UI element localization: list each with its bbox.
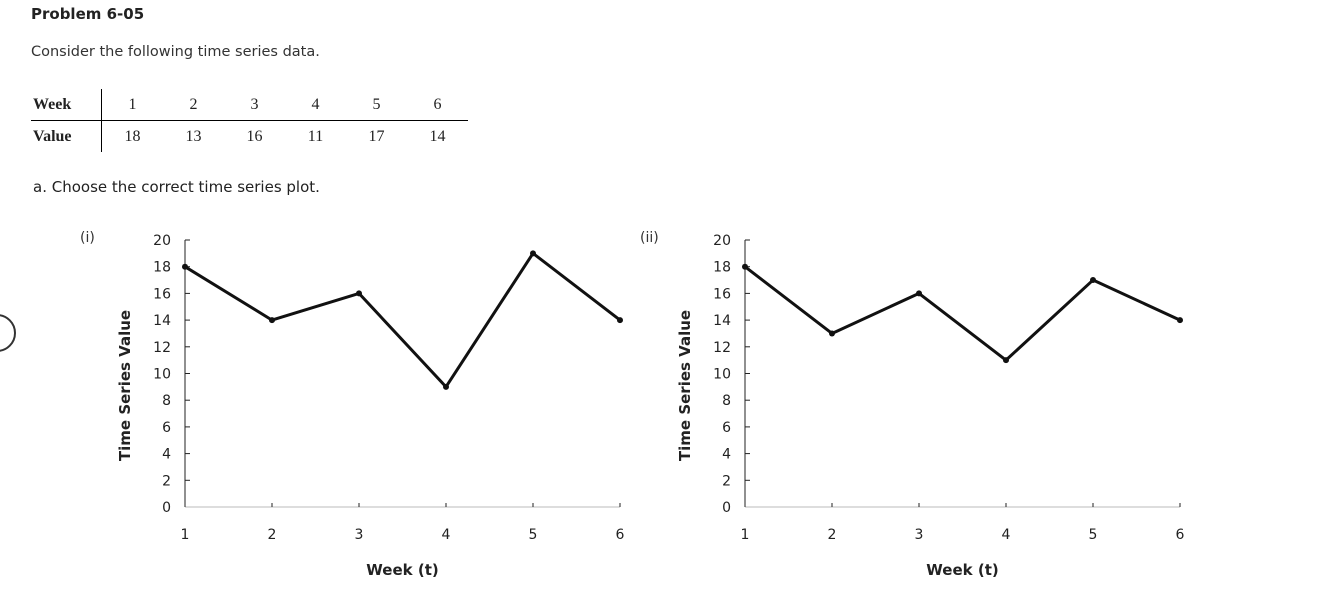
question-a: a. Choose the correct time series plot. — [33, 178, 320, 196]
data-point — [182, 263, 188, 270]
data-point — [617, 317, 623, 324]
y-tick-label: 2 — [162, 473, 171, 489]
x-tick-label: 3 — [915, 527, 924, 543]
y-tick-label: 20 — [153, 233, 171, 249]
y-tick-label: 0 — [162, 500, 171, 516]
y-axis-title: Time Series Value — [116, 310, 134, 461]
y-tick-label: 6 — [722, 420, 731, 436]
value-header: Value — [31, 120, 102, 152]
x-tick-label: 1 — [181, 527, 190, 543]
x-tick-label: 4 — [442, 527, 451, 543]
y-tick-label: 16 — [153, 286, 171, 302]
y-axis-title: Time Series Value — [676, 310, 694, 461]
y-tick-label: 16 — [713, 286, 731, 302]
y-tick-label: 8 — [722, 393, 731, 409]
y-tick-label: 8 — [162, 393, 171, 409]
week-cell: 2 — [163, 89, 224, 121]
x-tick-label: 5 — [529, 527, 538, 543]
x-tick-label: 5 — [1089, 527, 1098, 543]
y-tick-label: 6 — [162, 420, 171, 436]
week-cell: 5 — [346, 89, 407, 121]
x-axis-title: Week (t) — [926, 561, 998, 579]
week-cell: 3 — [224, 89, 285, 121]
x-tick-label: 4 — [1002, 527, 1011, 543]
data-point — [443, 383, 449, 390]
y-tick-label: 12 — [713, 340, 731, 356]
x-tick-label: 6 — [1176, 527, 1185, 543]
y-tick-label: 2 — [722, 473, 731, 489]
y-tick-label: 0 — [722, 500, 731, 516]
x-axis-title: Week (t) — [366, 561, 438, 579]
series-line — [184, 251, 621, 389]
table-row-value: Value 18 13 16 11 17 14 — [31, 120, 468, 152]
x-tick-label: 2 — [268, 527, 277, 543]
y-tick-label: 20 — [713, 233, 731, 249]
week-header: Week — [31, 89, 102, 121]
option-i-label[interactable]: (i) — [80, 230, 95, 246]
y-tick-label: 18 — [153, 260, 171, 276]
data-point — [1177, 317, 1183, 324]
y-tick-label: 12 — [153, 340, 171, 356]
series-line — [744, 265, 1181, 362]
problem-title: Problem 6-05 — [31, 5, 145, 23]
data-point — [269, 317, 275, 324]
value-cell: 13 — [185, 127, 202, 145]
data-point — [1003, 357, 1009, 364]
x-tick-label: 1 — [741, 527, 750, 543]
option-radio-button[interactable] — [0, 314, 16, 352]
x-tick-label: 3 — [355, 527, 364, 543]
table-row-week: Week 1 2 3 4 5 6 — [31, 89, 468, 121]
value-cell: 17 — [368, 127, 385, 145]
y-tick-label: 10 — [713, 367, 731, 383]
x-tick-label: 2 — [828, 527, 837, 543]
week-cell: 4 — [285, 89, 346, 121]
value-cell: 14 — [429, 127, 446, 145]
week-cell: 6 — [407, 89, 468, 121]
value-cell: 18 — [124, 127, 141, 145]
data-point — [742, 263, 748, 270]
y-tick-label: 14 — [153, 313, 171, 329]
time-series-table: Week 1 2 3 4 5 6 Value 18 13 16 11 17 14 — [31, 89, 468, 152]
y-tick-label: 18 — [713, 260, 731, 276]
data-point — [829, 330, 835, 337]
problem-intro: Consider the following time series data. — [31, 44, 320, 60]
y-tick-label: 10 — [153, 367, 171, 383]
value-cell: 11 — [307, 127, 324, 145]
x-tick-label: 6 — [616, 527, 625, 543]
data-point — [1090, 277, 1096, 284]
week-cell: 1 — [101, 89, 163, 121]
y-tick-label: 4 — [722, 447, 731, 463]
value-cell: 16 — [246, 127, 263, 145]
data-point — [530, 250, 536, 257]
data-point — [356, 290, 362, 297]
y-tick-label: 14 — [713, 313, 731, 329]
option-ii-label[interactable]: (ii) — [640, 230, 659, 246]
y-tick-label: 4 — [162, 447, 171, 463]
data-point — [916, 290, 922, 297]
